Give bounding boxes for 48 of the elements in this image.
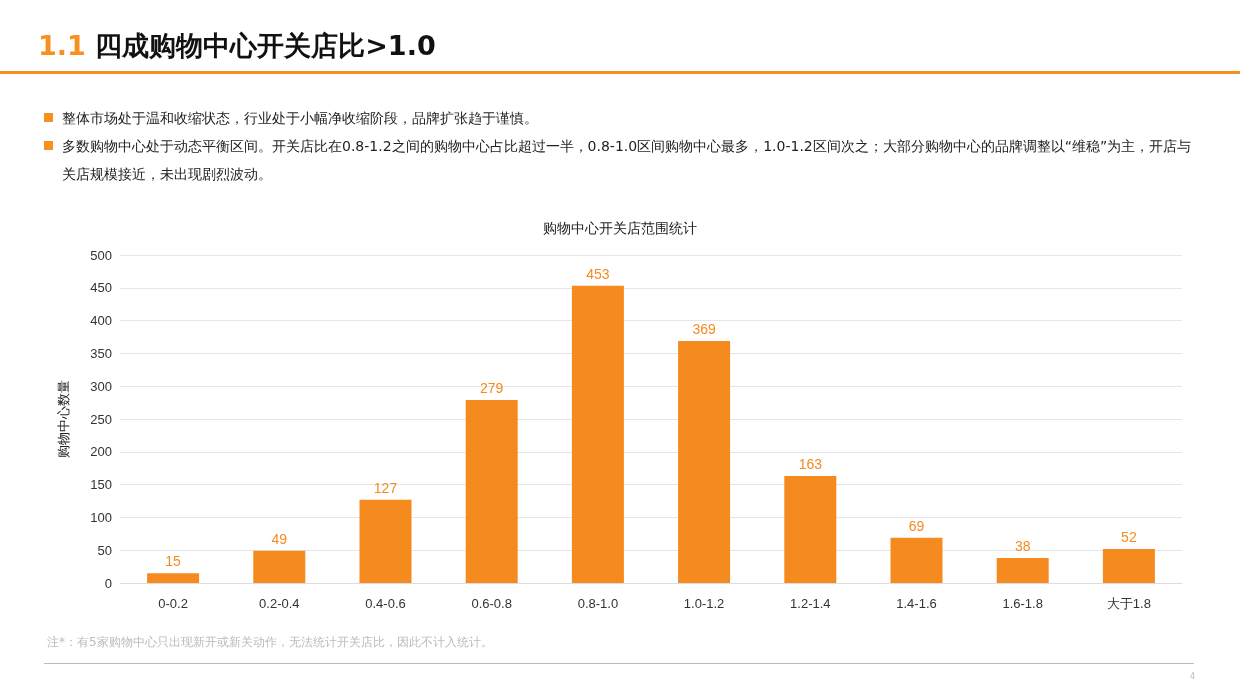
text: 整体市场处于温和收缩状态，行业处于小幅净收缩阶段，品牌扩张趋于谨慎。 bbox=[61, 109, 539, 128]
data-label: 163 bbox=[798, 456, 823, 473]
data-label: 49 bbox=[271, 530, 288, 547]
x-tick-label: 0.6-0.8 bbox=[471, 596, 512, 611]
x-tick-label: 1.4-1.6 bbox=[896, 596, 937, 611]
y-tick-label: 150 bbox=[90, 477, 112, 493]
bar bbox=[678, 340, 731, 583]
x-tick-label: 0.8-1.0 bbox=[577, 596, 619, 611]
text: 注*：有5家购物中心只出现新开或新关动作，无法统计开关店比，因此不计入统计。 bbox=[47, 634, 493, 651]
bar bbox=[253, 550, 306, 583]
y-axis-title: 购物中心数量 bbox=[56, 380, 71, 458]
bar bbox=[147, 573, 200, 583]
y-tick-label: 0 bbox=[104, 575, 112, 591]
bar bbox=[465, 399, 518, 583]
bar bbox=[571, 285, 624, 583]
y-tick-label: 400 bbox=[90, 313, 112, 329]
x-tick-label: 1.2-1.4 bbox=[790, 596, 831, 611]
data-label: 369 bbox=[692, 320, 716, 337]
bar bbox=[784, 476, 837, 583]
y-tick-label: 300 bbox=[90, 378, 112, 394]
data-label: 69 bbox=[908, 517, 925, 534]
y-tick-label: 450 bbox=[90, 280, 112, 296]
data-label: 279 bbox=[480, 379, 504, 396]
data-label: 453 bbox=[586, 265, 610, 282]
y-tick-label: 500 bbox=[90, 247, 112, 263]
text: 多数购物中心处于动态平衡区间。开关店比在0.8-1.2之间的购物中心占比超过一半，0.8-1.0区间购物中心最多，1.0-1.2区间次之；大部分购物中心的品牌调整以“维稳”为主，开店与关店规模接近，未出现剧烈波动。 bbox=[61, 137, 1193, 184]
data-label: 38 bbox=[1014, 538, 1031, 555]
data-label: 127 bbox=[373, 479, 398, 496]
x-tick-label: 1.6-1.8 bbox=[1002, 596, 1043, 611]
y-tick-label: 250 bbox=[90, 411, 112, 427]
text: 4 bbox=[1190, 672, 1196, 681]
bar bbox=[1102, 548, 1155, 583]
x-tick-label: 0-0.2 bbox=[158, 596, 188, 611]
bar bbox=[890, 537, 943, 583]
data-label: 15 bbox=[165, 553, 182, 570]
x-tick-label: 大于1.8 bbox=[1106, 596, 1151, 611]
chart-title: 1.1 四成购物中心开关店比>1.0 bbox=[38, 29, 436, 63]
x-tick-label: 0.4-0.6 bbox=[365, 596, 406, 611]
y-tick-label: 350 bbox=[90, 345, 112, 361]
bar bbox=[996, 558, 1049, 583]
x-tick-label: 0.2-0.4 bbox=[259, 596, 300, 611]
y-tick-label: 200 bbox=[90, 444, 112, 460]
chart-subtitle: 购物中心开关店范围统计 bbox=[543, 220, 697, 236]
data-label: 52 bbox=[1121, 528, 1137, 545]
bar bbox=[359, 499, 412, 583]
y-tick-label: 100 bbox=[90, 509, 112, 525]
x-tick-label: 1.0-1.2 bbox=[683, 596, 725, 611]
y-tick-label: 50 bbox=[97, 542, 112, 558]
